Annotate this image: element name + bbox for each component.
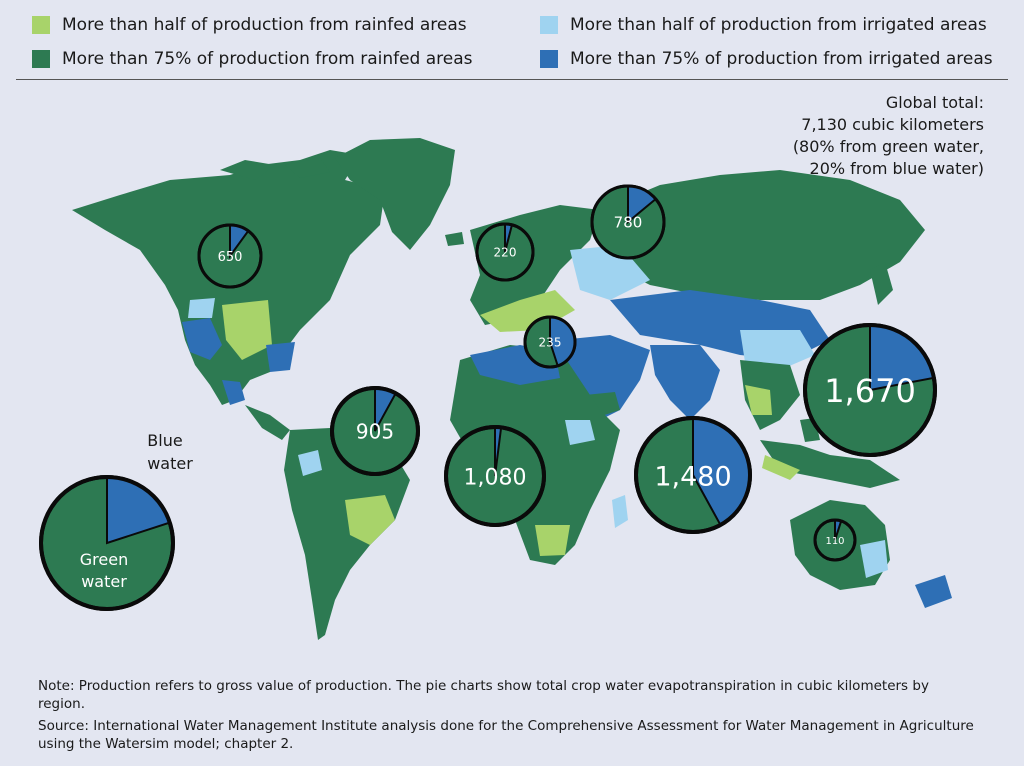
pie-110-outline (813, 518, 857, 562)
pie-220-outline (475, 222, 535, 282)
pie-1480: 1,480 (634, 416, 752, 534)
legend-label-rainfed-75: More than 75% of production from rainfed… (62, 49, 473, 69)
footer: Note: Production refers to gross value o… (38, 677, 978, 757)
mexico-irrigated (222, 380, 245, 405)
pie-value-label: 1,670 (824, 372, 916, 410)
pie-value-label: 650 (218, 250, 243, 265)
pie-235-outline (523, 315, 577, 369)
greenland (335, 138, 455, 250)
us-rainfed-plains (222, 300, 272, 360)
rainfed-half-swatch (32, 16, 50, 34)
pie-905-outline (330, 386, 420, 476)
legend-divider (16, 79, 1008, 80)
pie-780: 780 (590, 184, 666, 260)
footer-source: Source: International Water Management I… (38, 718, 974, 752)
key-blue-label-2: water (147, 454, 193, 473)
south-america (284, 428, 410, 640)
central-america (245, 405, 290, 440)
pie-110: 110 (813, 518, 857, 562)
pie-1480-outline (634, 416, 752, 534)
global-total-value: 7,130 cubic kilometers (801, 115, 984, 134)
us-irrigated-west-light (188, 298, 215, 318)
pie-value-label: 110 (825, 536, 844, 547)
pie-1080-outline (444, 425, 546, 527)
pie-905: 905 (330, 386, 420, 476)
pie-650-outline (197, 223, 263, 289)
australia-irrigated-light (860, 540, 888, 578)
pie-value-label: 220 (494, 246, 517, 260)
global-total-title: Global total: (885, 93, 984, 112)
pie-650: 650 (197, 223, 263, 289)
south-asia (650, 345, 720, 420)
global-total-blue: 20% from blue water) (809, 159, 984, 178)
canadian-arctic-islands (220, 158, 330, 180)
footer-note: Note: Production refers to gross value o… (38, 678, 929, 712)
key-pie-chart-outline (39, 475, 175, 611)
pie-1670-outline (803, 323, 937, 457)
legend: More than half of production from rainfe… (0, 0, 1024, 80)
legend-label-rainfed-half: More than half of production from rainfe… (62, 15, 467, 35)
global-total: Global total: 7,130 cubic kilometers (80… (724, 92, 984, 180)
pie-layer: 650 220 780 235 905 1,080 1,480 1,670 110 (197, 184, 937, 562)
irrigated-half-swatch (540, 16, 558, 34)
south-america-irrigated (298, 450, 322, 476)
legend-item-irrigated-half: More than half of production from irriga… (540, 15, 987, 35)
pie-value-label: 1,480 (654, 461, 731, 492)
landmasses (72, 138, 952, 640)
pie-value-label: 1,080 (464, 465, 527, 490)
us-irrigated-west (182, 318, 222, 360)
brazil-rainfed-light (345, 495, 395, 545)
legend-item-rainfed-half: More than half of production from rainfe… (32, 15, 467, 35)
rainfed-75-swatch (32, 50, 50, 68)
legend-label-irrigated-half: More than half of production from irriga… (570, 15, 987, 35)
legend-label-irrigated-75: More than 75% of production from irrigat… (570, 49, 993, 69)
pie-1670: 1,670 (803, 323, 937, 457)
key-green-label-1: Green (80, 550, 128, 569)
key-blue-label-1: Blue (147, 431, 182, 450)
legend-item-rainfed-75: More than 75% of production from rainfed… (32, 49, 473, 69)
pie-value-label: 905 (356, 420, 394, 444)
pie-value-label: 780 (614, 214, 643, 232)
pie-220: 220 (475, 222, 535, 282)
pie-780-outline (590, 184, 666, 260)
pie-value-label: 235 (539, 336, 562, 350)
legend-item-irrigated-75: More than 75% of production from irrigat… (540, 49, 993, 69)
southern-africa-light (535, 525, 570, 556)
pie-1080: 1,080 (444, 425, 546, 527)
east-africa-light (565, 420, 595, 445)
madagascar (612, 495, 628, 528)
world-map: 650 220 780 235 905 1,080 1,480 1,670 110 Blue wa… (39, 138, 952, 640)
china-irrigated-light (740, 330, 815, 370)
southeast-asia-light (745, 385, 772, 415)
japan (870, 262, 893, 305)
indonesia (760, 440, 900, 488)
iceland (445, 232, 464, 246)
key-pie: Blue water Green water (39, 431, 193, 611)
new-zealand (915, 575, 952, 608)
irrigated-75-swatch (540, 50, 558, 68)
key-pie-chart (39, 475, 175, 611)
pie-235: 235 (523, 315, 577, 369)
key-green-label-2: water (81, 572, 127, 591)
us-irrigated-south (266, 342, 295, 372)
russia (600, 170, 925, 300)
global-total-green: (80% from green water, (792, 137, 984, 156)
indonesia-rainfed-light (762, 455, 800, 480)
